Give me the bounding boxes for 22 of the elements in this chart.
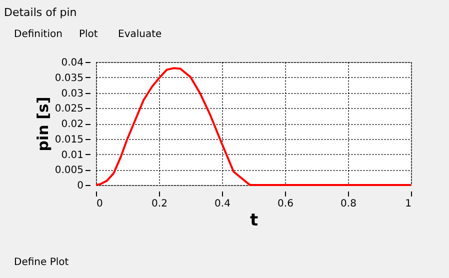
x-axis-title: t bbox=[250, 210, 258, 230]
y-tick-label: 0.01 bbox=[61, 150, 84, 161]
y-axis-title: pin [s] bbox=[34, 96, 52, 152]
y-tick-label: 0.03 bbox=[61, 88, 84, 100]
text: Plot bbox=[79, 29, 98, 40]
y-tick-label: 0.035 bbox=[54, 72, 84, 84]
text: Define Plot bbox=[14, 257, 69, 268]
x-tick-label: 0 bbox=[96, 198, 103, 210]
x-tick-label: 1 bbox=[405, 198, 412, 210]
x-tick-label: 0.8 bbox=[340, 198, 356, 210]
y-tick-label: 0.015 bbox=[54, 134, 84, 146]
y-tick-label: 0.04 bbox=[61, 58, 84, 68]
y-tick-label: 0 bbox=[77, 180, 84, 192]
y-tick-label: 0.02 bbox=[61, 119, 84, 130]
y-tick-label: 0.005 bbox=[54, 165, 84, 176]
x-tick-label: 0.4 bbox=[214, 198, 230, 210]
x-tick-label: 0.6 bbox=[278, 198, 294, 210]
chart-title: Details of pin bbox=[4, 6, 77, 19]
text: Definition bbox=[14, 29, 62, 40]
y-tick-label: 0.025 bbox=[54, 104, 84, 115]
x-tick-label: 0.2 bbox=[152, 198, 168, 210]
text: Evaluate bbox=[118, 29, 162, 40]
